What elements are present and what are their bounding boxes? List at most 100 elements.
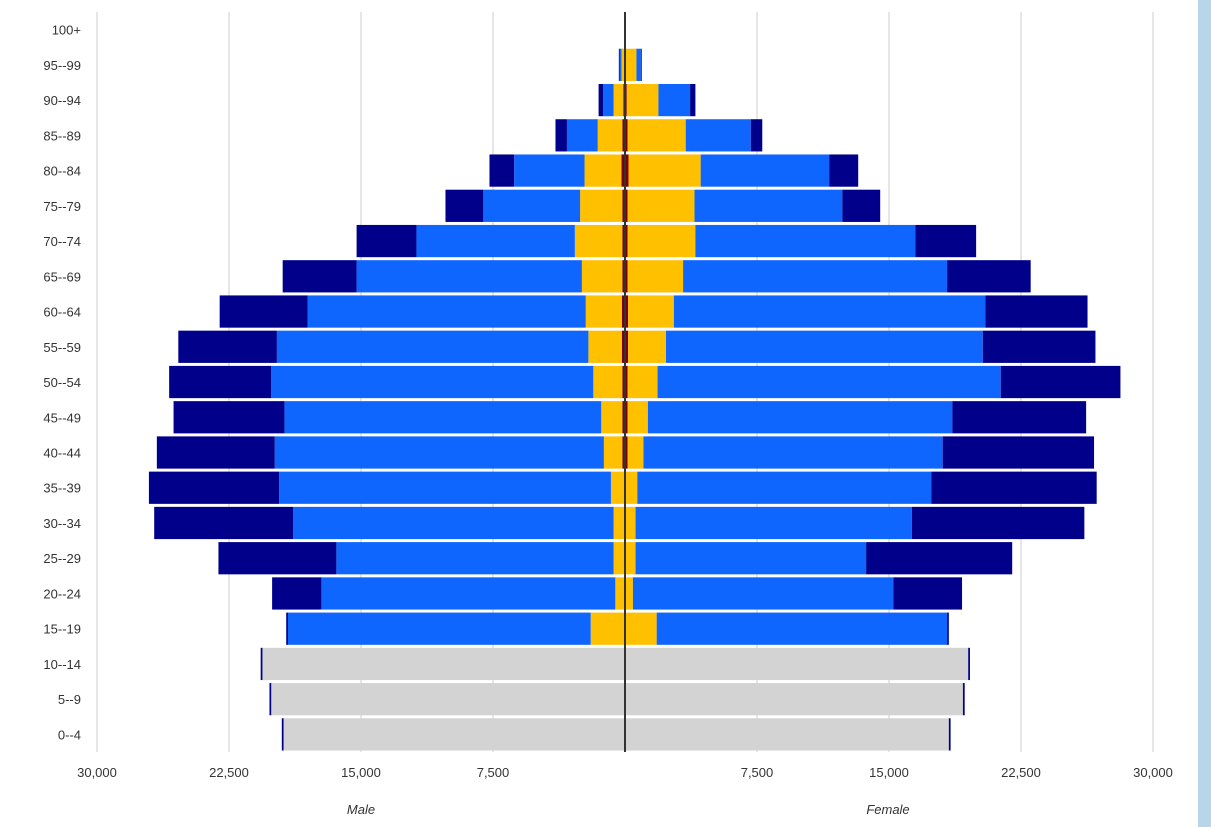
bar-female-65--69-s2	[627, 260, 684, 293]
bar-male-70--74-s1	[622, 224, 625, 258]
bar-female-55--59-s3	[666, 330, 983, 363]
bar-female-85--89-s1	[625, 119, 628, 152]
bar-male-35--39-s3	[279, 471, 611, 504]
bar-male-45--49-s4	[173, 401, 285, 434]
bar-female-70--74-s1	[625, 224, 628, 258]
bar-male-95--99-s4	[618, 48, 620, 81]
y-tick-label-70--74: 70--74	[43, 234, 81, 249]
bar-male-25--29-s3	[336, 542, 614, 575]
bar-female-45--49-s2	[627, 401, 648, 434]
bars	[148, 48, 1121, 751]
bar-male-70--74-s3	[416, 224, 575, 258]
bar-male-90--94-s2	[613, 83, 624, 117]
bar-female-60--64-s3	[673, 295, 986, 328]
bar-female-80--84-s3	[700, 154, 830, 187]
x-tick-label-6: 15,000	[869, 765, 909, 780]
y-tick-label-50--54: 50--54	[43, 375, 81, 390]
y-tick-label-25--29: 25--29	[43, 551, 81, 566]
bar-female-35--39-s2	[625, 471, 638, 504]
bar-female-90--94-s3	[658, 83, 691, 117]
bar-male-80--84-s2	[584, 154, 622, 187]
bar-female-90--94-s2	[626, 83, 659, 117]
bar-female-0--4-s4	[948, 718, 951, 751]
y-tick-label-15--19: 15--19	[43, 622, 81, 637]
bar-female-60--64-s4	[985, 295, 1088, 328]
bar-male-85--89-s4	[555, 119, 567, 152]
x-tick-label-2: 15,000	[341, 765, 381, 780]
bar-female-60--64-s1	[625, 295, 629, 328]
bar-male-20--24-s4	[272, 577, 322, 610]
bar-female-5--9-s0	[625, 683, 963, 716]
bar-female-50--54-s4	[1000, 365, 1121, 399]
y-tick-label-35--39: 35--39	[43, 481, 81, 496]
y-tick-label-55--59: 55--59	[43, 340, 81, 355]
y-tick-label-95--99: 95--99	[43, 58, 81, 73]
bar-female-10--14-s0	[625, 647, 969, 681]
bar-male-55--59-s3	[276, 330, 589, 363]
bar-male-60--64-s2	[585, 295, 622, 328]
x-tick-label-5: 7,500	[741, 765, 774, 780]
bar-female-25--29-s3	[635, 542, 867, 575]
bar-female-75--79-s2	[627, 189, 695, 222]
y-tick-label-30--34: 30--34	[43, 516, 81, 531]
bar-female-20--24-s3	[632, 577, 894, 610]
bar-male-85--89-s3	[566, 119, 598, 152]
bar-male-70--74-s2	[574, 224, 623, 258]
bar-male-90--94-s4	[598, 83, 603, 117]
bar-male-75--79-s2	[580, 189, 623, 222]
bar-female-25--29-s2	[625, 542, 636, 575]
bar-female-50--54-s3	[657, 365, 1001, 399]
bar-male-50--54-s2	[593, 365, 623, 399]
bar-female-80--84-s1	[625, 154, 629, 187]
bar-female-80--84-s4	[829, 154, 859, 187]
bar-female-40--44-s4	[942, 436, 1095, 469]
bar-female-80--84-s2	[628, 154, 701, 187]
bar-female-10--14-s4	[968, 647, 970, 681]
bar-female-50--54-s2	[627, 365, 658, 399]
bar-female-65--69-s1	[625, 260, 628, 293]
bar-female-55--59-s4	[982, 330, 1096, 363]
bar-male-40--44-s3	[274, 436, 604, 469]
x-axis-label-female: Female	[866, 802, 909, 817]
bar-male-65--69-s3	[356, 260, 582, 293]
bar-female-20--24-s2	[625, 577, 633, 610]
bar-male-70--74-s4	[356, 224, 417, 258]
bar-male-15--19-s4	[286, 612, 288, 645]
bar-male-85--89-s2	[597, 119, 623, 152]
bar-female-25--29-s4	[866, 542, 1013, 575]
bar-male-75--79-s4	[445, 189, 484, 222]
bar-female-65--69-s4	[947, 260, 1031, 293]
bar-female-35--39-s3	[637, 471, 932, 504]
y-tick-label-80--84: 80--84	[43, 164, 81, 179]
y-tick-label-0--4: 0--4	[58, 727, 81, 742]
bar-female-75--79-s4	[842, 189, 881, 222]
bar-male-40--44-s1	[622, 436, 625, 469]
bar-male-65--69-s2	[581, 260, 623, 293]
bar-male-60--64-s1	[621, 295, 625, 328]
bar-male-40--44-s2	[603, 436, 623, 469]
x-tick-label-8: 30,000	[1133, 765, 1173, 780]
bar-male-80--84-s3	[514, 154, 585, 187]
bar-female-30--34-s4	[911, 506, 1085, 540]
bar-female-30--34-s2	[625, 506, 636, 540]
x-axis-label-male: Male	[347, 802, 375, 817]
bar-female-40--44-s1	[625, 436, 628, 469]
x-tick-label-3: 7,500	[477, 765, 510, 780]
bar-female-5--9-s4	[962, 683, 965, 716]
y-tick-label-75--79: 75--79	[43, 199, 81, 214]
bar-female-15--19-s3	[656, 612, 948, 645]
bar-male-95--99-s2	[621, 48, 625, 81]
bar-female-75--79-s3	[694, 189, 843, 222]
bar-male-75--79-s3	[483, 189, 581, 222]
bar-male-75--79-s1	[622, 189, 625, 222]
bar-male-20--24-s3	[321, 577, 616, 610]
bar-female-90--94-s4	[690, 83, 696, 117]
bar-male-50--54-s3	[271, 365, 594, 399]
bar-female-45--49-s1	[625, 401, 628, 434]
bar-female-35--39-s4	[931, 471, 1097, 504]
bar-male-5--9-s0	[271, 683, 625, 716]
bar-male-25--29-s4	[218, 542, 337, 575]
bar-male-0--4-s4	[281, 718, 284, 751]
